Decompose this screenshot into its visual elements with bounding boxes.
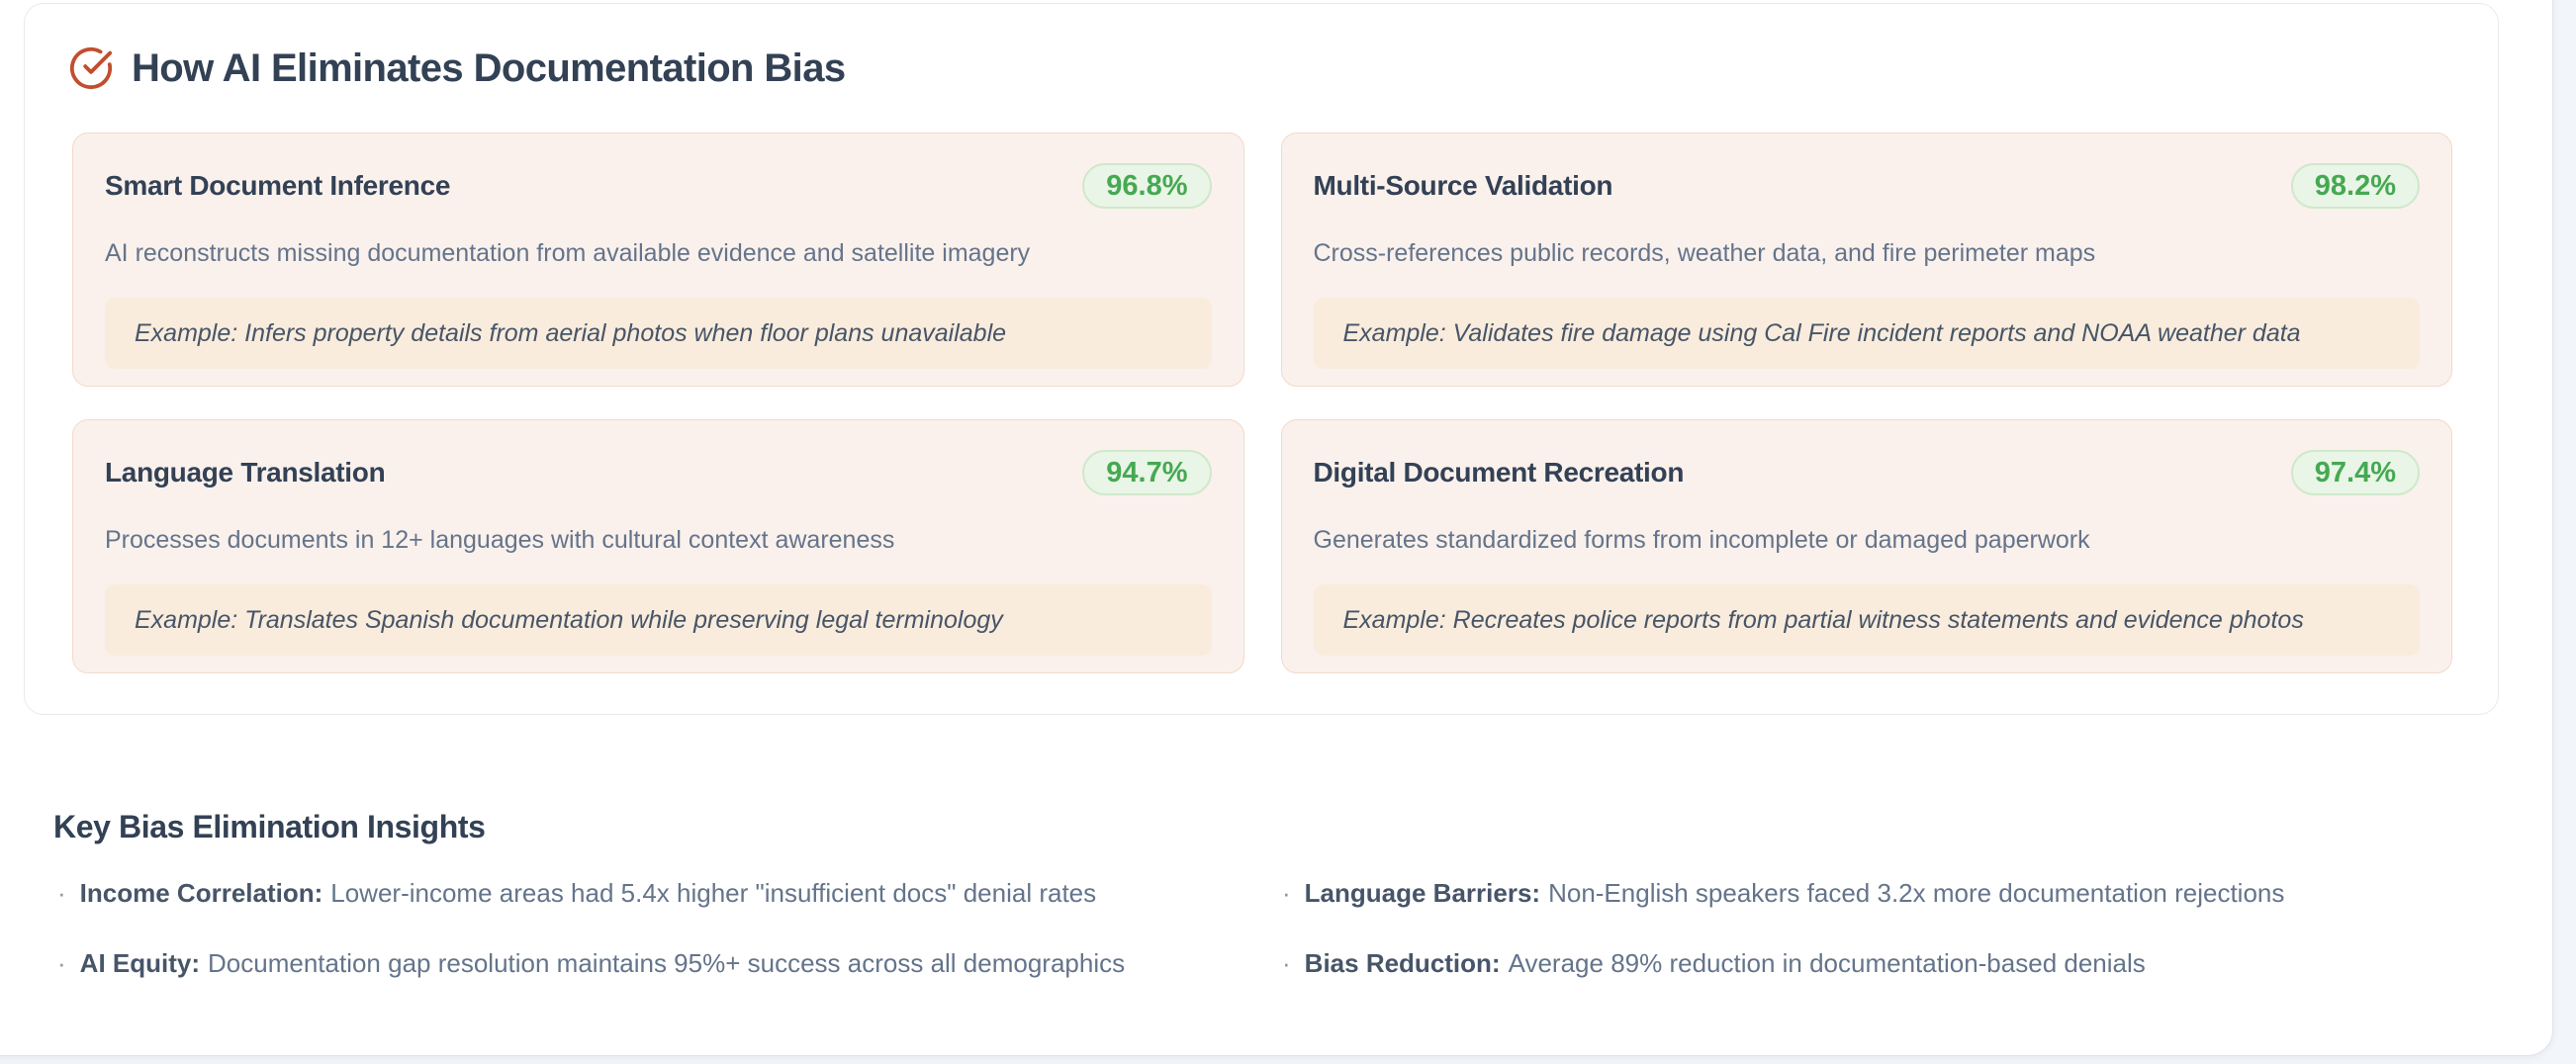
insight-label: AI Equity: bbox=[79, 948, 201, 978]
insight-item-bias-reduction: · Bias Reduction: Average 89% reduction in… bbox=[1282, 944, 2467, 982]
feature-example: Example: Infers property details from ae… bbox=[105, 298, 1212, 369]
feature-card-language-translation: Language Translation 94.7% Processes doc… bbox=[72, 419, 1244, 673]
insight-label: Bias Reduction: bbox=[1304, 948, 1501, 978]
insight-label: Income Correlation: bbox=[79, 878, 323, 908]
feature-description: Cross-references public records, weather… bbox=[1313, 239, 2096, 267]
feature-description: AI reconstructs missing documentation fr… bbox=[105, 239, 1031, 267]
feature-title: Digital Document Recreation bbox=[1313, 457, 1685, 488]
insight-text: Non-English speakers faced 3.2x more doc… bbox=[1548, 878, 2285, 908]
insights-section: Key Bias Elimination Insights · Income Co… bbox=[53, 807, 2467, 982]
insight-item-language-barriers: · Language Barriers: Non-English speakers … bbox=[1282, 874, 2467, 912]
feature-card-grid: Smart Document Inference 96.8% AI recons… bbox=[72, 133, 2452, 673]
feature-example: Example: Validates fire damage using Cal… bbox=[1313, 298, 2420, 369]
insight-text: Average 89% reduction in documentation-b… bbox=[1508, 948, 2146, 978]
documentation-bias-panel: How AI Eliminates Documentation Bias Sma… bbox=[24, 3, 2499, 715]
feature-card-header: Language Translation 94.7% bbox=[105, 450, 1212, 495]
feature-title: Language Translation bbox=[105, 457, 386, 488]
bullet-dot: · bbox=[57, 878, 66, 908]
feature-example: Example: Recreates police reports from p… bbox=[1313, 584, 2420, 656]
feature-title: Smart Document Inference bbox=[105, 170, 451, 201]
accuracy-badge: 96.8% bbox=[1082, 163, 1212, 209]
insight-text: Documentation gap resolution maintains 9… bbox=[208, 948, 1126, 978]
feature-description: Processes documents in 12+ languages wit… bbox=[105, 526, 895, 554]
check-circle-icon bbox=[69, 46, 113, 90]
insights-grid: · Income Correlation: Lower-income areas h… bbox=[57, 874, 2467, 982]
feature-card-smart-document-inference: Smart Document Inference 96.8% AI recons… bbox=[72, 133, 1244, 387]
feature-card-multi-source-validation: Multi-Source Validation 98.2% Cross-refe… bbox=[1280, 133, 2452, 387]
insight-item-ai-equity: · AI Equity: Documentation gap resolution … bbox=[57, 944, 1242, 982]
bullet-dot: · bbox=[57, 948, 66, 978]
insight-text: Lower-income areas had 5.4x higher "insu… bbox=[330, 878, 1097, 908]
feature-card-header: Multi-Source Validation 98.2% bbox=[1313, 163, 2420, 209]
bullet-dot: · bbox=[1282, 878, 1291, 908]
feature-description: Generates standardized forms from incomp… bbox=[1313, 526, 2090, 554]
feature-card-header: Digital Document Recreation 97.4% bbox=[1313, 450, 2420, 495]
insight-item-income-correlation: · Income Correlation: Lower-income areas h… bbox=[57, 874, 1242, 912]
accuracy-badge: 94.7% bbox=[1082, 450, 1212, 495]
feature-example: Example: Translates Spanish documentatio… bbox=[105, 584, 1212, 656]
bullet-dot: · bbox=[1282, 948, 1291, 978]
insight-label: Language Barriers: bbox=[1304, 878, 1541, 908]
panel-title: How AI Eliminates Documentation Bias bbox=[132, 46, 846, 90]
feature-card-digital-document-recreation: Digital Document Recreation 97.4% Genera… bbox=[1280, 419, 2452, 673]
insights-title: Key Bias Elimination Insights bbox=[53, 809, 486, 844]
feature-card-header: Smart Document Inference 96.8% bbox=[105, 163, 1212, 209]
panel-header: How AI Eliminates Documentation Bias bbox=[68, 45, 846, 91]
accuracy-badge: 98.2% bbox=[2290, 163, 2420, 209]
accuracy-badge: 97.4% bbox=[2290, 450, 2420, 495]
feature-title: Multi-Source Validation bbox=[1313, 170, 1613, 201]
